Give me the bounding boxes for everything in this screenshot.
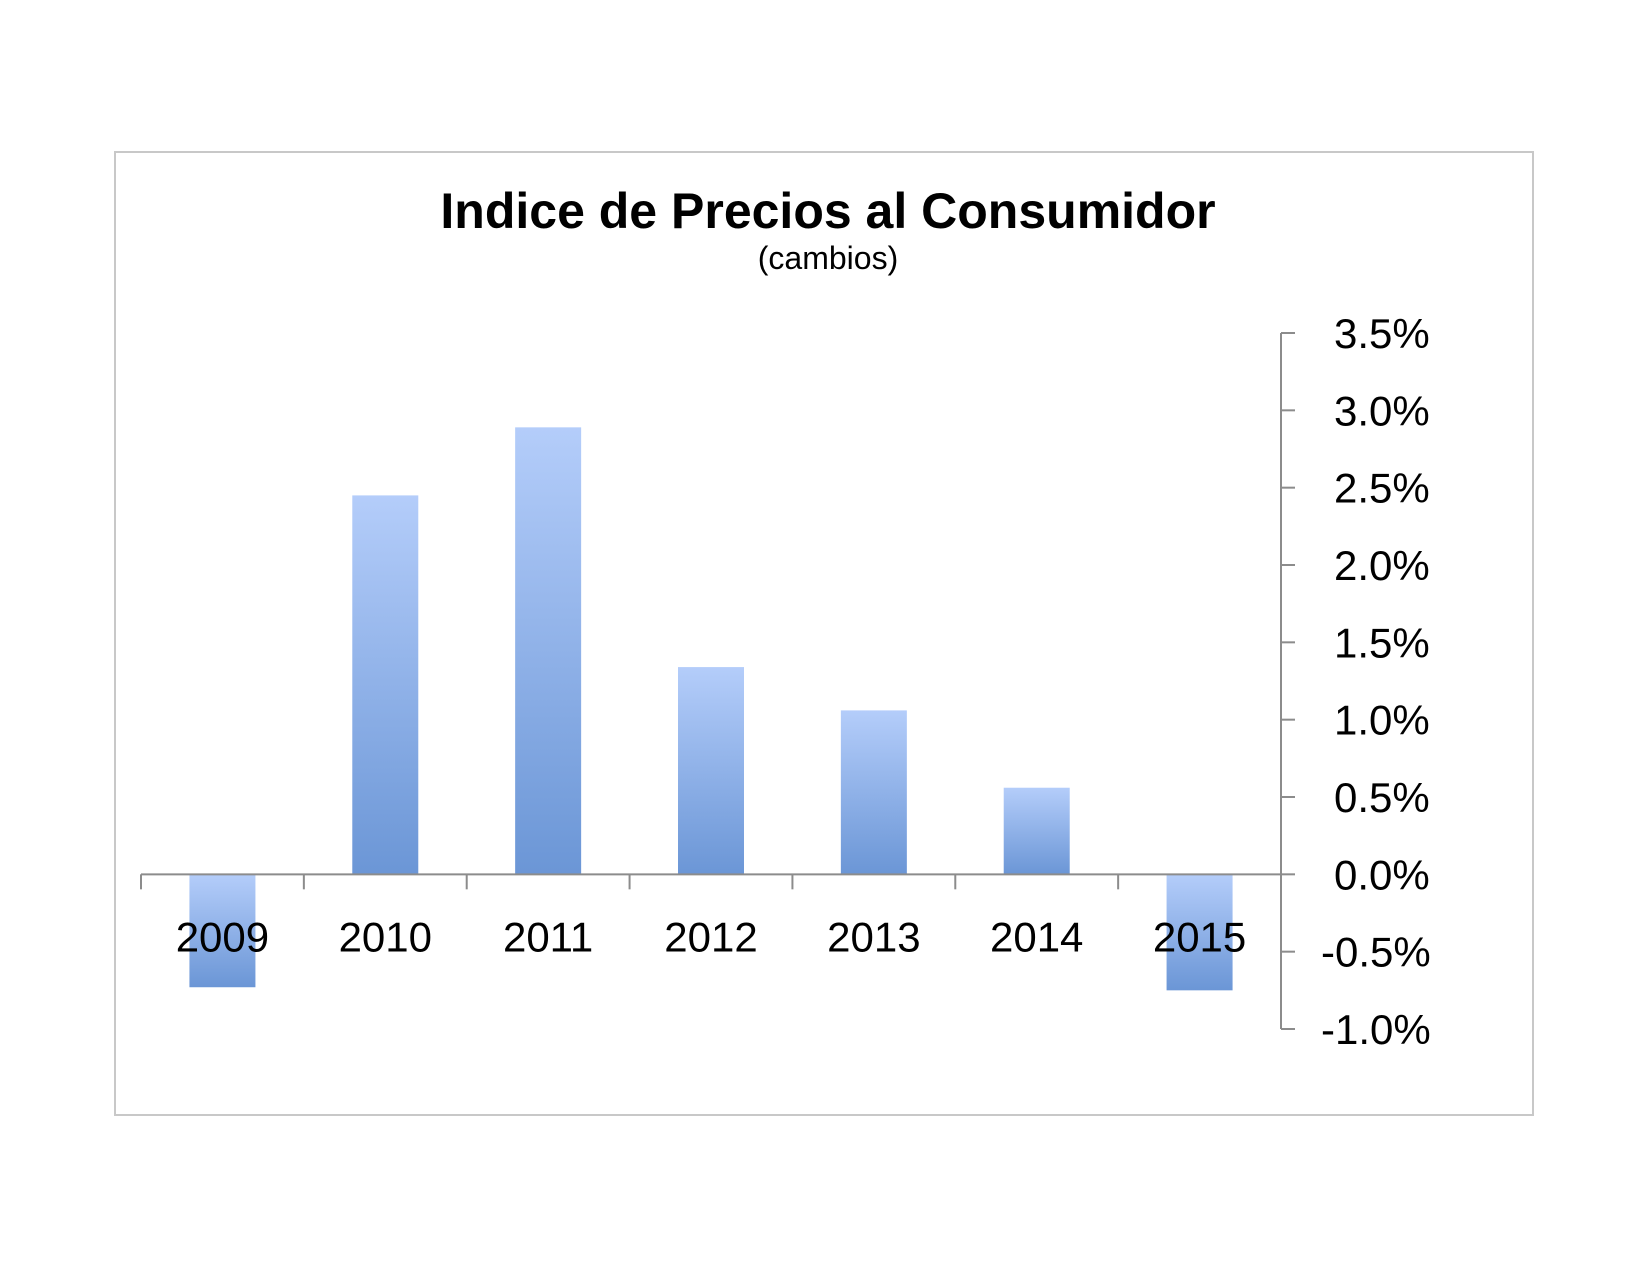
chart-frame: Indice de Precios al Consumidor (cambios… [114,151,1534,1116]
bar-2015 [1166,874,1233,991]
y-tick-label: 0.5% [1334,774,1430,821]
y-tick-label: 3.0% [1334,387,1430,434]
chart-canvas: Indice de Precios al Consumidor (cambios… [140,183,1431,1053]
x-tick-labels: 2009 2010 2011 2012 2013 2014 2015 [176,913,1247,960]
y-tick-label: 0.0% [1334,851,1430,898]
axes-layer [140,332,1295,1030]
bars-layer [189,427,1233,991]
x-tick-label: 2011 [503,913,593,960]
y-tick-label: 1.5% [1334,619,1430,666]
x-tick-label: 2012 [664,913,757,960]
x-tick-label: 2014 [990,913,1083,960]
bar-2012 [678,667,744,875]
y-tick-label: 2.5% [1334,465,1430,512]
x-tick-label: 2015 [1153,913,1246,960]
bar-2013 [840,710,907,875]
y-tick-label: 2.0% [1334,542,1430,589]
chart-subtitle: (cambios) [758,240,898,276]
y-tick-labels: -1.0% -0.5% 0.0% 0.5% 1.0% 1.5% 2.0% 2.5% 3.0% 3.… [1321,310,1431,1053]
y-tick-label: -1.0% [1321,1006,1431,1053]
y-tick-label: 3.5% [1334,310,1430,357]
y-tick-label: -0.5% [1321,929,1431,976]
x-tick-label: 2010 [339,913,432,960]
x-tick-label: 2009 [176,913,269,960]
bar-2011 [515,427,582,875]
bar-2010 [352,495,419,875]
bar-2009 [189,874,256,988]
bar-2014 [1003,787,1070,875]
y-tick-label: 1.0% [1334,697,1430,744]
chart-title: Indice de Precios al Consumidor [440,183,1215,239]
x-tick-label: 2013 [827,913,920,960]
